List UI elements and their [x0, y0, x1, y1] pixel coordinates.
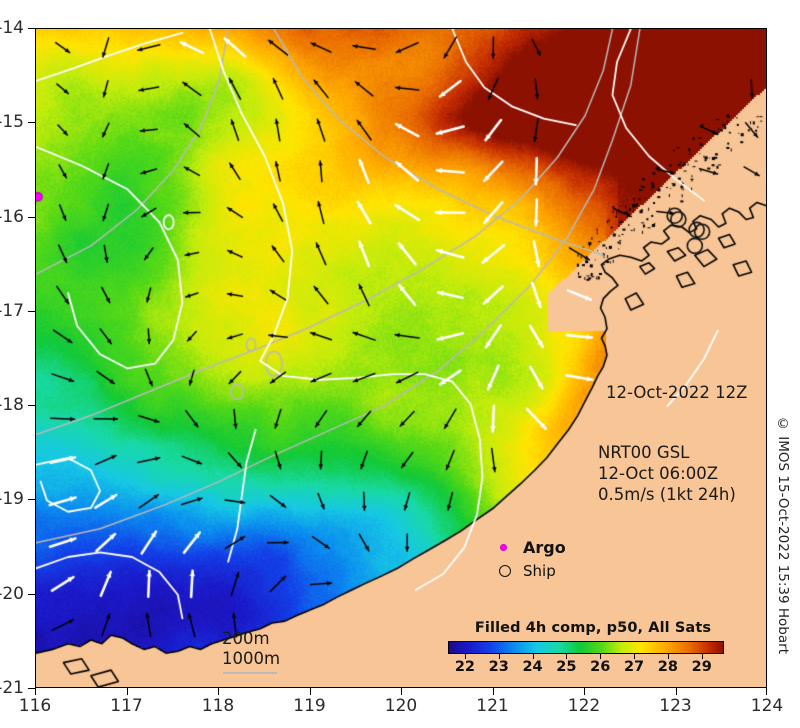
x-tick-label: 118	[201, 696, 235, 716]
credit-text: © IMOS 15-Oct-2022 15:39 Hobart	[775, 416, 791, 654]
bathy-200m-label: 200m	[222, 629, 270, 648]
nrt-time-label: 12-Oct 06:00Z	[598, 464, 719, 483]
y-tick-label: -18	[0, 395, 24, 416]
x-tick-label: 122	[567, 696, 601, 716]
colorbar-tick-label: 24	[522, 659, 543, 675]
colorbar-tick	[634, 654, 636, 659]
x-tick-label: 117	[110, 696, 143, 716]
x-tick	[584, 688, 585, 695]
y-tick-label: -21	[0, 678, 24, 698]
colorbar-tick-label: 22	[454, 659, 475, 675]
colorbar-ticks	[448, 654, 724, 659]
y-tick	[28, 593, 35, 595]
y-tick	[28, 28, 35, 29]
bathy-1000m-line-swatch	[223, 672, 277, 674]
colorbar-tick	[464, 654, 466, 659]
y-tick-label: -14	[0, 18, 24, 38]
x-tick	[309, 688, 311, 695]
y-tick	[28, 310, 35, 312]
x-tick	[766, 688, 767, 695]
colorbar-tick-label: 29	[691, 659, 712, 675]
y-tick-label: -15	[0, 112, 24, 133]
y-tick	[28, 405, 35, 407]
x-tick-label: 120	[384, 696, 418, 716]
colorbar-tick-label: 23	[488, 659, 509, 675]
current-reference-block: NRT00 GSL 12-Oct 06:00Z 0.5m/s (1kt 24h)	[598, 442, 736, 505]
x-tick	[675, 688, 677, 695]
colorbar[interactable]: Filled 4h comp, p50, All Sats 22 23 24 25 26…	[443, 620, 743, 679]
y-tick	[28, 216, 35, 218]
colorbar-tick	[667, 654, 669, 659]
map-plot-area[interactable]: 12-Oct-2022 12Z NRT00 GSL 12-Oct 06:00Z …	[35, 28, 767, 688]
colorbar-tick-label: 25	[556, 659, 577, 675]
legend-label-ship: Ship	[523, 562, 556, 580]
y-tick-label: -20	[0, 583, 24, 604]
bathymetry-key: 200m 1000m	[222, 629, 280, 674]
y-tick-label: -17	[0, 300, 24, 321]
x-tick	[218, 688, 219, 695]
x-tick-label: 121	[476, 696, 509, 716]
x-tick-label: 116	[18, 696, 52, 716]
x-tick	[126, 688, 128, 695]
y-tick-label: -19	[0, 489, 24, 510]
colorbar-tick-label: 28	[657, 659, 678, 675]
colorbar-tick	[600, 654, 602, 659]
y-tick-label: -16	[0, 206, 24, 227]
x-tick	[401, 688, 402, 695]
date-stamp: 12-Oct-2022 12Z	[606, 383, 748, 402]
current-vector-layer	[36, 29, 766, 687]
x-tick	[492, 688, 494, 695]
colorbar-tick-labels: 22 23 24 25 26 27 28 29	[448, 659, 724, 679]
legend-label-argo: Argo	[523, 538, 566, 557]
ship-marker-icon	[499, 565, 511, 577]
y-tick	[28, 499, 35, 501]
y-tick	[28, 122, 35, 124]
argo-marker-icon	[500, 544, 507, 551]
colorbar-tick	[498, 654, 500, 659]
bathy-1000m-label: 1000m	[222, 649, 281, 668]
x-tick-label: 124	[750, 696, 784, 716]
colorbar-tick	[566, 654, 568, 659]
x-tick	[35, 688, 36, 695]
x-tick-label: 123	[659, 696, 692, 716]
y-tick	[28, 688, 35, 689]
nrt-speed-label: 0.5m/s (1kt 24h)	[598, 485, 736, 504]
colorbar-tick	[532, 654, 534, 659]
x-tick-label: 119	[293, 696, 326, 716]
colorbar-title: Filled 4h comp, p50, All Sats	[474, 620, 712, 636]
colorbar-tick-label: 27	[623, 659, 645, 675]
colorbar-tick-label: 26	[590, 659, 611, 675]
nrt-product-label: NRT00 GSL	[598, 443, 690, 462]
colorbar-gradient[interactable]	[448, 641, 724, 654]
colorbar-tick	[701, 654, 703, 659]
